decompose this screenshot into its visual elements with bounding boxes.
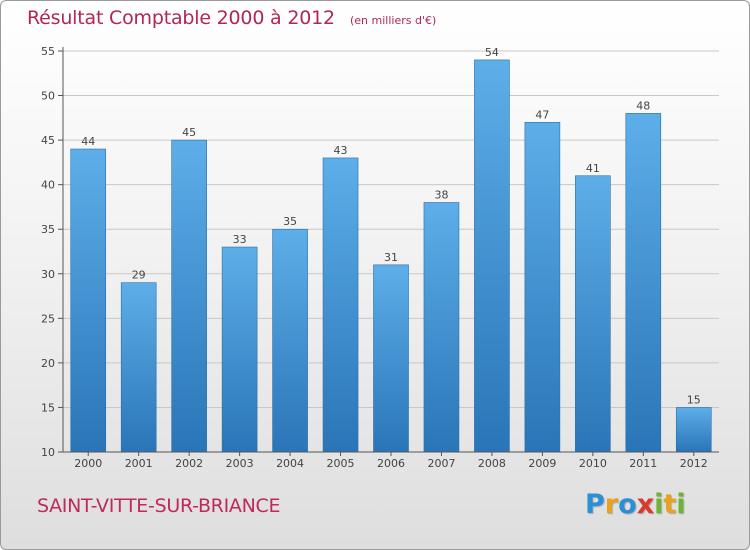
y-tick-label: 25 (41, 312, 55, 325)
y-tick-label: 50 (41, 90, 55, 103)
bars (70, 59, 712, 453)
x-tick-label: 2009 (528, 457, 556, 470)
town-name: SAINT-VITTE-SUR-BRIANCE (37, 495, 281, 517)
proxiti-logo[interactable]: Proxiti (585, 489, 686, 520)
chart-title: Résultat Comptable 2000 à 2012 (27, 7, 335, 29)
value-label: 44 (81, 135, 95, 148)
value-label: 29 (132, 269, 146, 282)
logo-letter: i (676, 489, 686, 520)
value-label: 43 (334, 144, 348, 157)
logo-letter: x (636, 489, 655, 520)
x-tick-label: 2005 (327, 457, 355, 470)
logo-letter: t (663, 489, 677, 520)
x-tick-label: 2006 (377, 457, 405, 470)
bar-2006 (373, 264, 409, 453)
x-tick-label: 2001 (125, 457, 153, 470)
bar-2005 (322, 157, 359, 453)
y-tick-label: 15 (41, 401, 55, 414)
axes: 10 15 20 25 30 35 40 45 50 55 2000 2001 2002 2003 2004… (41, 45, 719, 470)
bar-2010 (575, 175, 611, 453)
bar-2011 (625, 113, 662, 453)
y-tick-label: 35 (41, 223, 55, 236)
bar-2002 (171, 139, 207, 453)
value-labels: 44 29 45 33 35 43 31 38 54 47 41 48 15 (81, 46, 701, 407)
bar-2009 (524, 121, 561, 453)
chart-subtitle: (en milliers d'€) (349, 14, 437, 27)
x-tick-label: 2010 (579, 457, 607, 470)
x-tick-label: 2007 (427, 457, 455, 470)
value-label: 31 (384, 251, 398, 264)
x-tick-label: 2012 (680, 457, 708, 470)
value-label: 41 (586, 162, 600, 175)
logo-letter: o (618, 489, 637, 520)
logo-letter: r (604, 489, 619, 520)
bar-2012 (675, 407, 712, 453)
value-label: 47 (535, 108, 549, 121)
x-tick-label: 2008 (478, 457, 506, 470)
x-tick-label: 2003 (226, 457, 254, 470)
bar-2000 (70, 148, 107, 453)
y-tick-label: 55 (41, 45, 55, 58)
x-tick-label: 2000 (74, 457, 102, 470)
value-label: 35 (283, 215, 297, 228)
bar-2007 (423, 202, 460, 453)
bar-2003 (221, 246, 258, 453)
x-tick-label: 2011 (629, 457, 657, 470)
value-label: 33 (233, 233, 247, 246)
value-label: 48 (636, 99, 650, 112)
bar-2001 (120, 282, 157, 453)
value-label: 45 (182, 126, 196, 139)
y-tick-label: 20 (41, 357, 55, 370)
y-tick-label: 45 (41, 134, 55, 147)
value-label: 15 (687, 393, 701, 406)
y-tick-label: 40 (41, 179, 55, 192)
x-tick-label: 2002 (175, 457, 203, 470)
y-tick-label: 10 (41, 446, 55, 459)
y-tick-label: 30 (41, 268, 55, 281)
logo-letter: i (654, 489, 664, 520)
x-tick-label: 2004 (276, 457, 304, 470)
value-label: 54 (485, 46, 499, 59)
bar-2004 (272, 228, 308, 453)
bar-2008 (474, 59, 510, 453)
value-label: 38 (434, 188, 448, 201)
logo-letter: P (585, 489, 605, 520)
chart-title-row: Résultat Comptable 2000 à 2012 (en milli… (27, 7, 436, 29)
